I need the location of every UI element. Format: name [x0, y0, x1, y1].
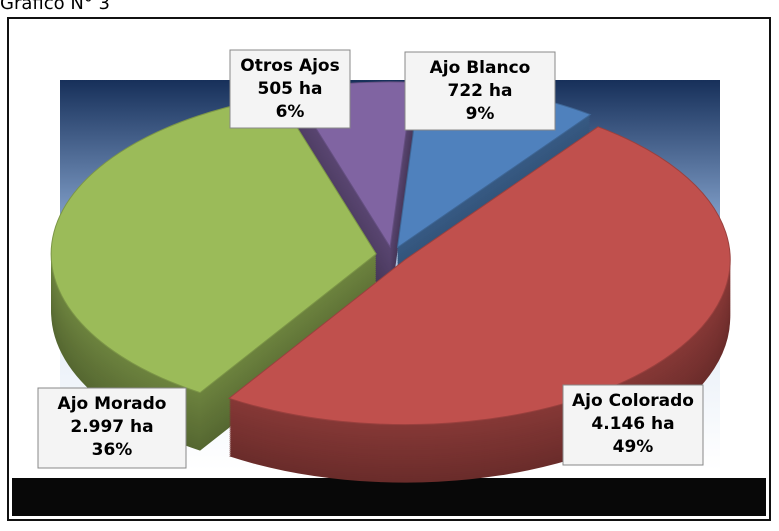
- category-label: Ajo Colorado: [572, 391, 694, 411]
- label-box: [37, 387, 187, 469]
- chart-title: Gráfico N° 3: [0, 0, 110, 14]
- value-label: 9%: [466, 104, 495, 124]
- bottom-band: [12, 478, 766, 516]
- area-label: 2.997 ha: [70, 417, 153, 437]
- area-label: 722 ha: [448, 81, 513, 101]
- label-box: [562, 384, 704, 466]
- value-label: 36%: [92, 440, 133, 460]
- slice: [50, 96, 377, 394]
- area-label: 505 ha: [258, 79, 323, 99]
- category-label: Ajo Blanco: [430, 58, 531, 78]
- labels: Ajo Blanco 722 ha 9% Ajo Colorado 4.146 ha 49…: [37, 49, 704, 469]
- slice: [228, 126, 731, 426]
- value-label: 49%: [613, 437, 654, 457]
- label-box: [404, 51, 556, 131]
- value-label: 6%: [276, 102, 305, 122]
- category-label: Otros Ajos: [240, 56, 339, 76]
- area-label: 4.146 ha: [591, 414, 674, 434]
- label-box: [229, 49, 351, 129]
- category-label: Ajo Morado: [58, 394, 167, 414]
